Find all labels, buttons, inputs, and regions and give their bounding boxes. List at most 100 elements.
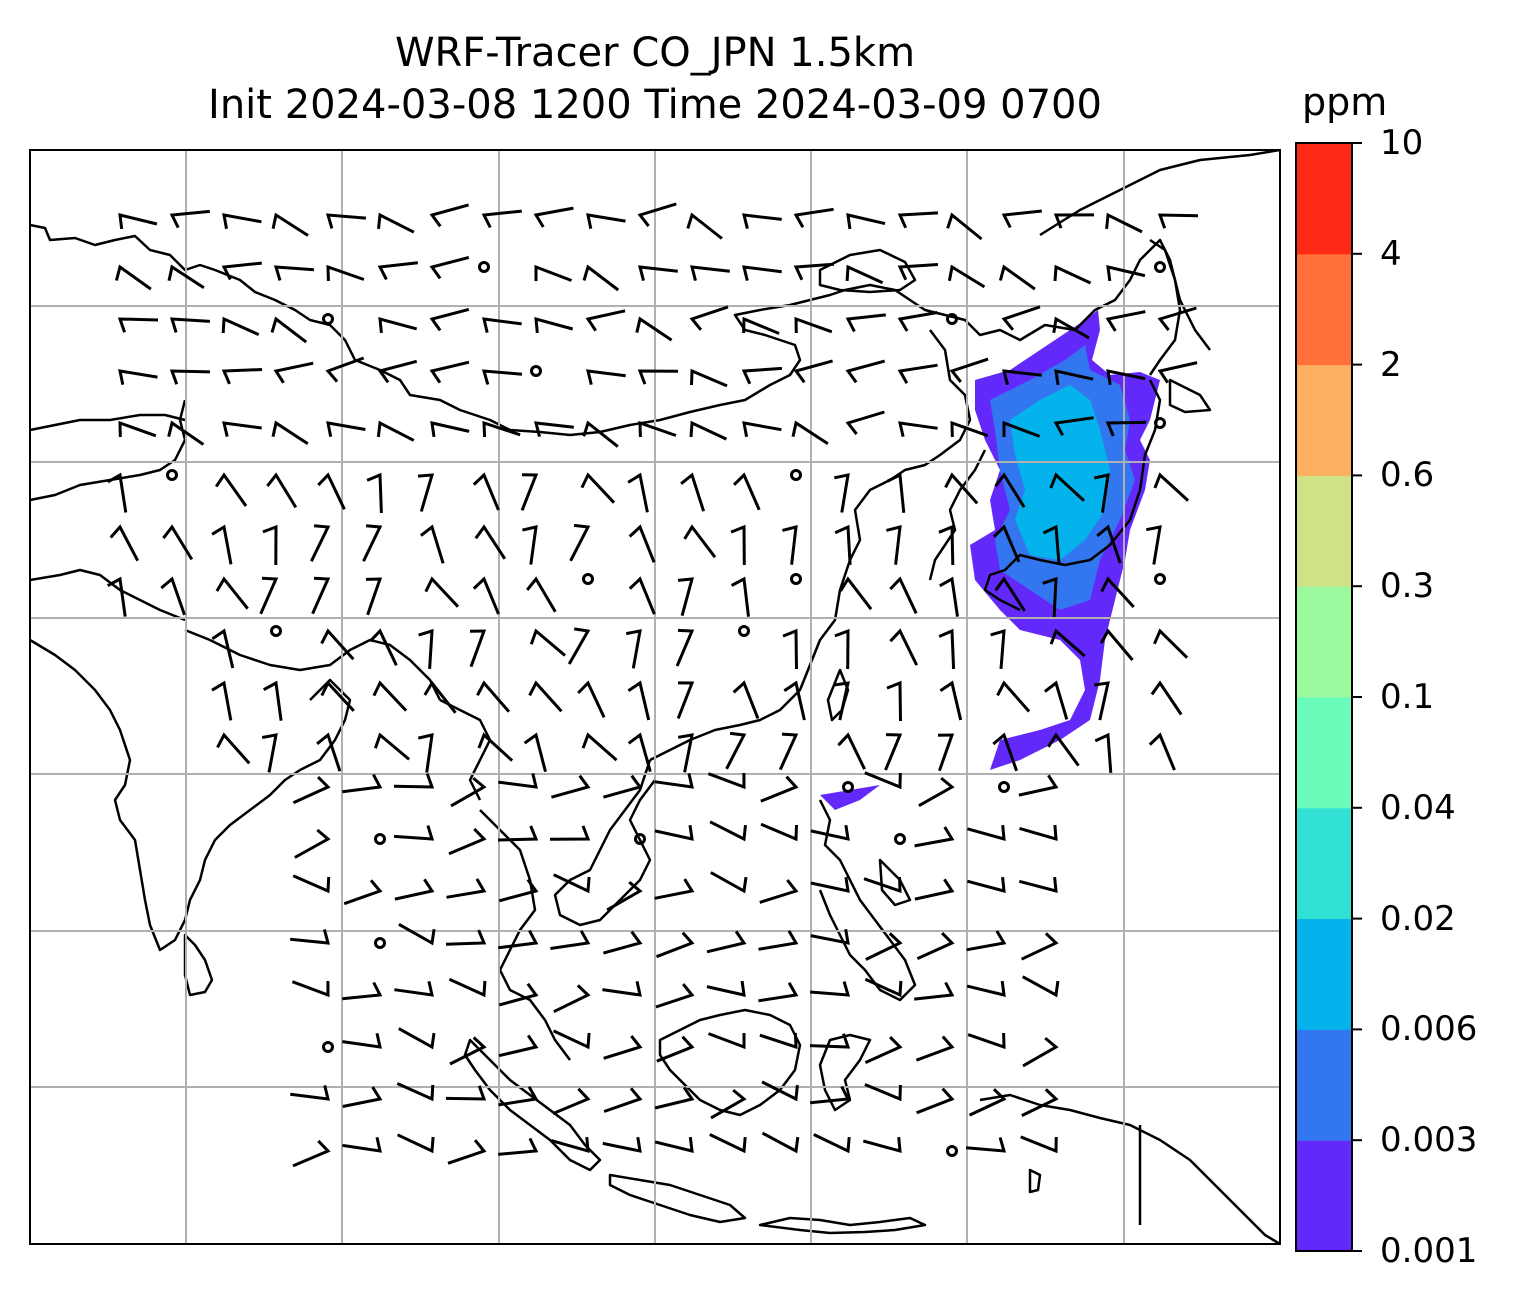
wind-barb — [791, 420, 829, 445]
wind-barb — [603, 1035, 643, 1060]
calm-wind-marker — [790, 573, 802, 585]
wind-barb — [886, 525, 902, 565]
wind-barb — [730, 524, 746, 566]
wind-barb — [430, 421, 470, 438]
wind-barb — [215, 576, 249, 610]
wind-barb — [114, 264, 152, 291]
wind-barb — [221, 261, 262, 281]
map-frame — [29, 149, 1281, 1245]
colorbar-tick-label: 10 — [1380, 123, 1424, 163]
wind-barb — [918, 776, 955, 808]
wind-barb — [1053, 213, 1095, 229]
wind-barb — [394, 878, 435, 901]
calm-wind-marker — [322, 1041, 334, 1053]
wind-barb — [690, 368, 728, 388]
wind-barb — [222, 213, 262, 230]
co-tracer-plume — [820, 310, 1160, 810]
wind-barb — [603, 1087, 643, 1113]
wind-barb — [169, 317, 210, 333]
wind-barb — [994, 472, 1026, 508]
wind-barb — [1002, 369, 1042, 385]
wind-barb — [675, 628, 695, 667]
wind-barb — [1049, 472, 1086, 502]
wind-barb — [117, 317, 159, 333]
wind-barb — [794, 316, 833, 334]
wind-barb — [992, 524, 1021, 563]
wind-barb — [552, 1087, 591, 1115]
wind-barb — [654, 772, 694, 789]
wind-barb — [966, 980, 1006, 997]
wind-barb — [1001, 209, 1042, 229]
wind-barb — [569, 523, 591, 562]
colorbar-tick-label: 0.6 — [1380, 455, 1435, 496]
wind-barb — [710, 1088, 747, 1120]
wind-barb — [429, 255, 470, 280]
wind-barb — [377, 212, 415, 234]
wind-barb — [261, 733, 278, 773]
wind-barb — [627, 680, 651, 721]
wind-barb — [864, 771, 902, 790]
wind-barb — [947, 264, 986, 289]
wind-barb — [394, 980, 434, 997]
wind-barb — [992, 732, 1019, 772]
wind-barb — [118, 420, 157, 438]
wind-barb — [638, 265, 678, 281]
wind-barb — [167, 264, 205, 289]
wind-barb — [1105, 212, 1143, 234]
wind-barb — [1157, 306, 1197, 332]
wind-barb — [1021, 975, 1060, 998]
wind-barb — [680, 472, 706, 512]
wind-barb — [994, 576, 1026, 612]
wind-barb — [373, 732, 411, 761]
wind-barb — [742, 316, 780, 335]
calm-wind-marker — [946, 313, 958, 325]
wind-barb — [447, 1139, 487, 1165]
wind-barb — [450, 776, 487, 808]
wind-barb — [1002, 420, 1041, 438]
colorbar-tick-label: 0.1 — [1380, 677, 1435, 717]
wind-barb — [448, 827, 487, 856]
wind-barb — [706, 980, 746, 997]
calm-wind-marker — [582, 573, 594, 585]
wind-barb — [118, 213, 158, 230]
wind-barb — [448, 977, 487, 998]
wind-barb — [813, 1133, 851, 1154]
wind-barb — [292, 776, 331, 805]
wind-barb — [377, 261, 418, 281]
wind-barb — [1100, 576, 1135, 609]
wind-barb — [326, 264, 365, 282]
wind-barb — [637, 202, 677, 228]
wind-barb — [398, 922, 436, 946]
wind-barb — [270, 316, 308, 344]
wind-barb — [342, 1136, 382, 1153]
wind-barb — [863, 876, 902, 894]
calm-wind-marker — [374, 833, 386, 845]
wind-barb — [897, 263, 938, 281]
wind-barb — [291, 980, 330, 998]
wind-barb — [990, 628, 1006, 670]
wind-barb — [1106, 369, 1146, 386]
wind-barb — [167, 420, 205, 446]
wind-barb — [966, 876, 1006, 894]
plume-core — [1010, 385, 1110, 560]
wind-barb — [654, 1136, 694, 1153]
wind-barb — [445, 929, 487, 946]
wind-barb — [845, 410, 885, 436]
wind-barb — [603, 930, 643, 955]
wind-barb — [292, 1139, 331, 1168]
wind-barb — [761, 1080, 799, 1102]
wind-barb — [834, 524, 852, 565]
wind-barb — [1157, 213, 1199, 229]
wind-barb — [429, 307, 470, 332]
wind-barb — [482, 317, 522, 333]
wind-barb — [1049, 628, 1086, 658]
wind-barb — [369, 628, 398, 666]
wind-barb — [419, 524, 445, 564]
wind-barb — [742, 421, 782, 438]
calm-wind-marker — [1154, 417, 1166, 429]
wind-barb — [1021, 1088, 1059, 1117]
wind-barb — [637, 369, 679, 385]
wind-barb — [656, 1035, 695, 1063]
wind-barb — [627, 732, 652, 773]
wind-barb — [939, 576, 959, 617]
